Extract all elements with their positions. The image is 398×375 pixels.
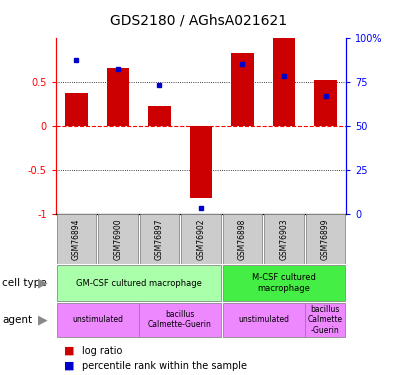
Bar <box>107 68 129 126</box>
Text: percentile rank within the sample: percentile rank within the sample <box>82 361 247 370</box>
Bar <box>98 214 138 264</box>
Text: GSM76898: GSM76898 <box>238 218 247 260</box>
Text: GSM76899: GSM76899 <box>321 218 330 260</box>
Text: unstimulated: unstimulated <box>238 315 289 324</box>
Text: bacillus
Calmette-Guerin: bacillus Calmette-Guerin <box>148 310 212 329</box>
Bar <box>148 106 171 126</box>
Text: GSM76894: GSM76894 <box>72 218 81 260</box>
Bar <box>264 214 304 264</box>
Text: ■: ■ <box>64 361 74 370</box>
Bar <box>222 214 262 264</box>
Text: unstimulated: unstimulated <box>72 315 123 324</box>
Text: ■: ■ <box>64 346 74 355</box>
Text: log ratio: log ratio <box>82 346 122 355</box>
Text: ▶: ▶ <box>38 313 48 326</box>
Text: GSM76903: GSM76903 <box>279 218 289 260</box>
Bar <box>306 214 345 264</box>
Text: cell type: cell type <box>2 278 47 288</box>
Bar <box>189 126 213 198</box>
Bar <box>222 303 305 337</box>
Bar <box>222 265 345 301</box>
Text: GM-CSF cultured macrophage: GM-CSF cultured macrophage <box>76 279 202 288</box>
Text: bacillus
Calmette
-Guerin: bacillus Calmette -Guerin <box>308 305 343 334</box>
Text: M-CSF cultured
macrophage: M-CSF cultured macrophage <box>252 273 316 293</box>
Bar <box>181 214 221 264</box>
Bar <box>57 265 221 301</box>
Text: GSM76902: GSM76902 <box>197 218 205 260</box>
Bar <box>305 303 345 337</box>
Text: GSM76900: GSM76900 <box>113 218 123 260</box>
Bar <box>231 53 254 126</box>
Bar <box>314 80 337 126</box>
Bar <box>57 303 139 337</box>
Bar <box>65 93 88 126</box>
Text: ▶: ▶ <box>38 277 48 290</box>
Text: agent: agent <box>2 315 32 325</box>
Bar <box>57 214 96 264</box>
Text: GSM76897: GSM76897 <box>155 218 164 260</box>
Bar <box>273 38 295 126</box>
Bar <box>140 214 179 264</box>
Text: GDS2180 / AGhsA021621: GDS2180 / AGhsA021621 <box>110 13 288 27</box>
Bar <box>139 303 221 337</box>
